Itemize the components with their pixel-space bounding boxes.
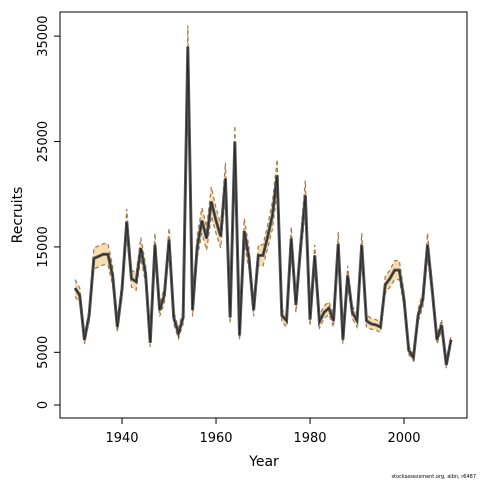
estimate-line xyxy=(73,46,453,366)
y-tick-label: 35000 xyxy=(36,15,51,56)
estimate-line-core xyxy=(74,46,452,366)
x-tick-label: 1940 xyxy=(105,431,138,446)
y-tick-label: 25000 xyxy=(36,121,51,162)
y-tick-label: 0 xyxy=(36,401,51,409)
x-tick-label: 1980 xyxy=(293,431,326,446)
plot-frame xyxy=(59,11,468,419)
confidence-band xyxy=(75,25,452,369)
x-tick-label: 1960 xyxy=(199,431,232,446)
y-axis-label: Recruits xyxy=(10,187,26,244)
y-tick-label: 15000 xyxy=(36,226,51,267)
footnote: stockassessment.org, aibn, r6487 xyxy=(391,474,476,480)
x-tick-label: 2000 xyxy=(387,431,420,446)
y-tick-label: 5000 xyxy=(36,336,51,369)
band-edge xyxy=(74,25,452,362)
band-edge xyxy=(74,67,452,369)
x-axis-label: Year xyxy=(248,454,279,470)
